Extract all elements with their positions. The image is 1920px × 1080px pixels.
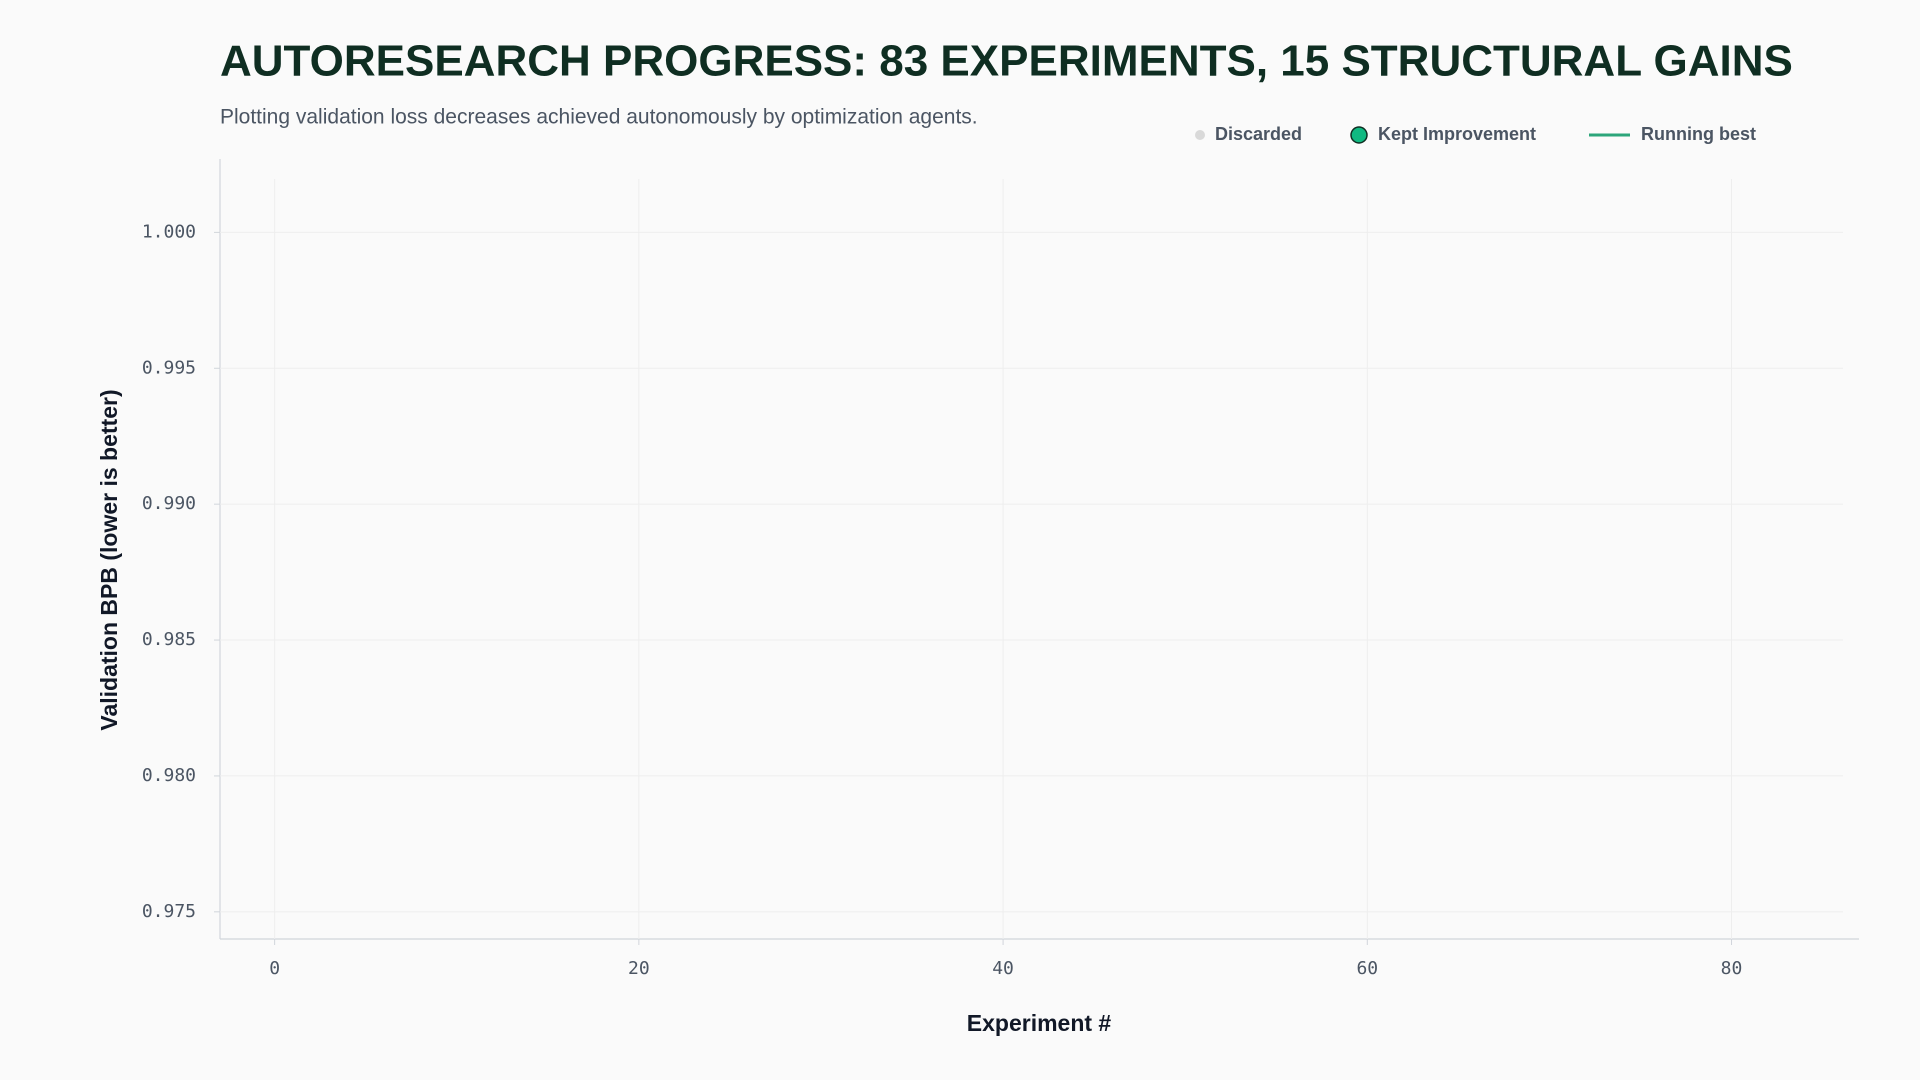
y-tick-label: 1.000 [142,221,196,242]
x-axis-title: Experiment # [967,1010,1112,1036]
y-tick-label: 0.995 [142,357,196,378]
x-tick-label: 0 [269,958,280,979]
y-axis-title: Validation BPB (lower is better) [96,389,122,730]
legend-swatch [1350,126,1368,144]
legend-label: Running best [1641,124,1756,144]
chart-subtitle: Plotting validation loss decreases achie… [220,106,978,129]
chart-title: AUTORESEARCH PROGRESS: 83 EXPERIMENTS, 1… [220,37,1793,86]
y-tick-label: 0.985 [142,629,196,650]
y-tick-label: 0.980 [142,765,196,786]
legend-label: Discarded [1215,124,1302,144]
legend-label: Kept Improvement [1378,124,1536,144]
x-tick-label: 40 [992,958,1014,979]
y-tick-label: 0.990 [142,493,196,514]
x-tick-label: 20 [628,958,650,979]
y-tick-label: 0.975 [142,901,196,922]
legend-swatch [1195,130,1205,140]
x-tick-label: 60 [1356,958,1378,979]
x-tick-label: 80 [1721,958,1743,979]
